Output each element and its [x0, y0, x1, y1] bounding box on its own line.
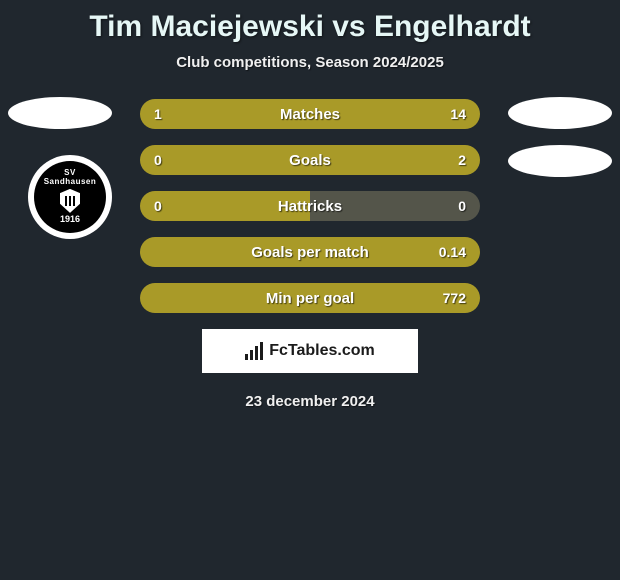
stat-right-value: 772 [443, 283, 466, 313]
subtitle: Club competitions, Season 2024/2025 [0, 54, 620, 71]
stat-row: Matches1 14 [140, 99, 480, 129]
right-club-badge-placeholder [508, 145, 612, 177]
right-player-avatar-placeholder [508, 97, 612, 129]
stat-label: Min per goal [140, 283, 480, 313]
date-line: 23 december 2024 [0, 393, 620, 410]
stat-label: Hattricks [140, 191, 480, 221]
stat-label: Matches [140, 99, 480, 129]
chart-icon [245, 342, 263, 360]
stat-left-value: 0 [154, 145, 162, 175]
stat-label: Goals per match [140, 237, 480, 267]
stat-bars-container: Matches114Goals02Hattricks00Goals per ma… [140, 99, 480, 313]
left-club-badge: SV Sandhausen 1916 [28, 155, 112, 239]
stat-right-value: 2 [458, 145, 466, 175]
club-badge-year: 1916 [60, 215, 80, 225]
club-badge-inner: SV Sandhausen 1916 [34, 161, 106, 233]
page-title: Tim Maciejewski vs Engelhardt [0, 0, 620, 44]
club-badge-name: Sandhausen [44, 178, 97, 187]
stat-row: Min per goal772 [140, 283, 480, 313]
stat-row: Goals0 2 [140, 145, 480, 175]
stat-row: Goals per match0.14 [140, 237, 480, 267]
stat-left-value: 0 [154, 191, 162, 221]
stat-row: Hattricks0 0 [140, 191, 480, 221]
left-player-avatar-placeholder [8, 97, 112, 129]
stat-right-value: 14 [450, 99, 466, 129]
stat-right-value: 0.14 [439, 237, 466, 267]
shield-icon [60, 189, 80, 213]
brand-text: FcTables.com [269, 342, 375, 360]
comparison-area: SV Sandhausen 1916 Matches114Goals02Hatt… [0, 99, 620, 410]
stat-right-value: 0 [458, 191, 466, 221]
brand-box: FcTables.com [202, 329, 418, 373]
stat-left-value: 1 [154, 99, 162, 129]
stat-label: Goals [140, 145, 480, 175]
